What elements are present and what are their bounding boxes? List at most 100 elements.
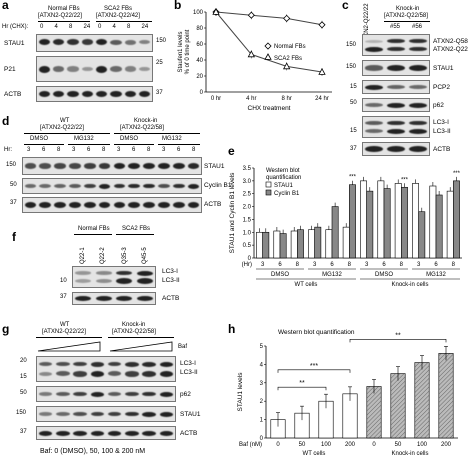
chart-e-cells-label: Knock-in cells [391,282,428,288]
panel-c-mw-4: 15 [350,128,357,134]
blot-band [159,370,174,377]
chart-h-ytick-label: 3 [260,381,264,387]
chart-e-bar-cyclinb1 [262,231,270,259]
panel-d-lane-11: 8 [192,147,196,153]
chart-b-point-sca2 [318,67,326,75]
panel-a-mw-25: 25 [156,60,163,66]
blot-band [387,65,405,71]
chart-b-legend-normal: Normal FBs [274,44,306,50]
panel-d-lane-10: 6 [177,147,181,153]
blot-d-cyclinb1 [22,178,202,194]
panel-d-lane-9: 3 [162,147,166,153]
blot-band [107,371,122,377]
panel-f-lane-3: Q45-5 [142,247,148,264]
blot-c-actb [362,142,430,156]
chart-b-ytick-label: 0 [200,90,204,96]
chart-e-xtick-label: 8 [452,262,456,268]
chart-e-bar-stau1 [446,190,454,259]
chart-h: Western blot quantification 0 1 2 3 4 5 STAU1 l… [237,329,458,457]
chart-e-xtick-label: 6 [434,262,438,268]
blot-band [387,46,405,52]
blot-band [139,39,151,45]
blot-band [365,84,383,90]
panel-c-mw-1: 150 [346,64,357,70]
chart-b-point-normal [247,11,255,19]
blot-band [75,279,92,283]
panel-a-group1-geno: [ATXN2-Q22/22] [38,13,82,19]
chart-e-legend-stau1: STAU1 [274,183,294,189]
panel-d-group1: WT [60,118,70,124]
panel-d-lane-5: 8 [102,147,106,153]
chart-h-ytick-label: 2 [260,399,264,405]
blot-a-stau1 [36,34,153,52]
chart-e-bar-cyclinb1 [331,206,339,259]
panel-a-lane-0: 0 [40,24,44,30]
panel-a-lane-6: 8 [127,24,131,30]
chart-h-sig-wt-ki-bracket [349,339,447,343]
blot-band [38,91,50,97]
chart-e-xtick-label: 8 [348,262,352,268]
blot-band [67,66,79,72]
panel-d-group2: Knock-in [134,118,158,124]
blot-band [73,361,87,367]
blot-band [187,183,200,189]
panel-c-mw-3: 50 [350,100,357,106]
panel-c-row-stau1: STAU1 [433,65,454,72]
chart-h-cells-knockin: Knock-in cells [391,451,428,457]
panel-f-lane-2: Q35-3 [122,247,128,264]
blot-band [143,163,155,169]
blot-band [67,39,79,46]
panel-b-label: b [174,0,182,12]
blot-band [143,202,155,208]
panel-d-row-cyclinb1: Cyclin B1 [204,182,232,189]
chart-e-ytick-label: 1.5 [243,217,252,223]
panel-d-mw-2: 37 [10,200,17,206]
chart-b-ylabel-line1: Staufen1 levels [178,31,184,72]
chart-h-sig-0-100-label: ** [299,380,305,387]
blot-band [54,163,66,169]
panel-c-row-p62: p62 [433,102,444,109]
chart-h-sig-0-200-label: *** [310,363,318,370]
blot-band [24,202,37,208]
blot-band [52,66,65,72]
blot-band [39,184,52,188]
blot-band [110,39,122,45]
chart-e-ytick-label: 3.0 [243,179,252,185]
chart-h-ytick-label: 4 [260,362,264,368]
blot-band [98,163,111,169]
chart-h-baf-label: Baf (nM) [239,442,262,448]
panel-a-mw-37: 37 [156,90,163,96]
chart-h-cells-wt: WT cells [303,451,326,457]
blot-band [172,183,185,189]
blot-band [125,361,139,367]
blot-band [39,202,52,208]
blot-band [90,361,105,367]
chart-h-ytick-label: 0 [260,436,264,442]
blot-band [365,120,383,126]
blot-band [56,412,70,416]
chart-b-series-line-0 [215,11,323,26]
blot-band [107,391,122,397]
blot-band [69,163,81,169]
chart-e-bar-cyclinb1 [418,211,426,259]
chart-e-treat-label: DMSO [271,272,289,278]
panel-d-group2-geno: [ATXN2-Q22/58] [120,125,164,131]
blot-band [387,146,405,152]
chart-e-xtick-label: 3 [313,262,317,268]
blot-band [142,430,156,436]
blot-band [95,278,112,284]
blot-band [39,163,52,169]
chart-e-significance: *** [349,175,357,181]
blot-band [124,66,137,72]
panel-c-mw-2: 15 [350,84,357,90]
panel-d-mw-0: 150 [6,162,17,168]
panel-d-label: d [2,114,10,128]
blot-band [116,296,133,301]
panel-a-group2-geno: [ATXN2-Q22/42] [96,13,140,19]
blot-band [110,91,122,97]
blot-band [75,296,92,301]
panel-f-row-actb: ACTB [162,295,180,302]
chart-e-significance: *** [453,171,461,177]
chart-h-ytick-label: 5 [260,344,264,350]
panel-c-row-atxn2-q58: ATXN2-Q58 [433,38,468,45]
